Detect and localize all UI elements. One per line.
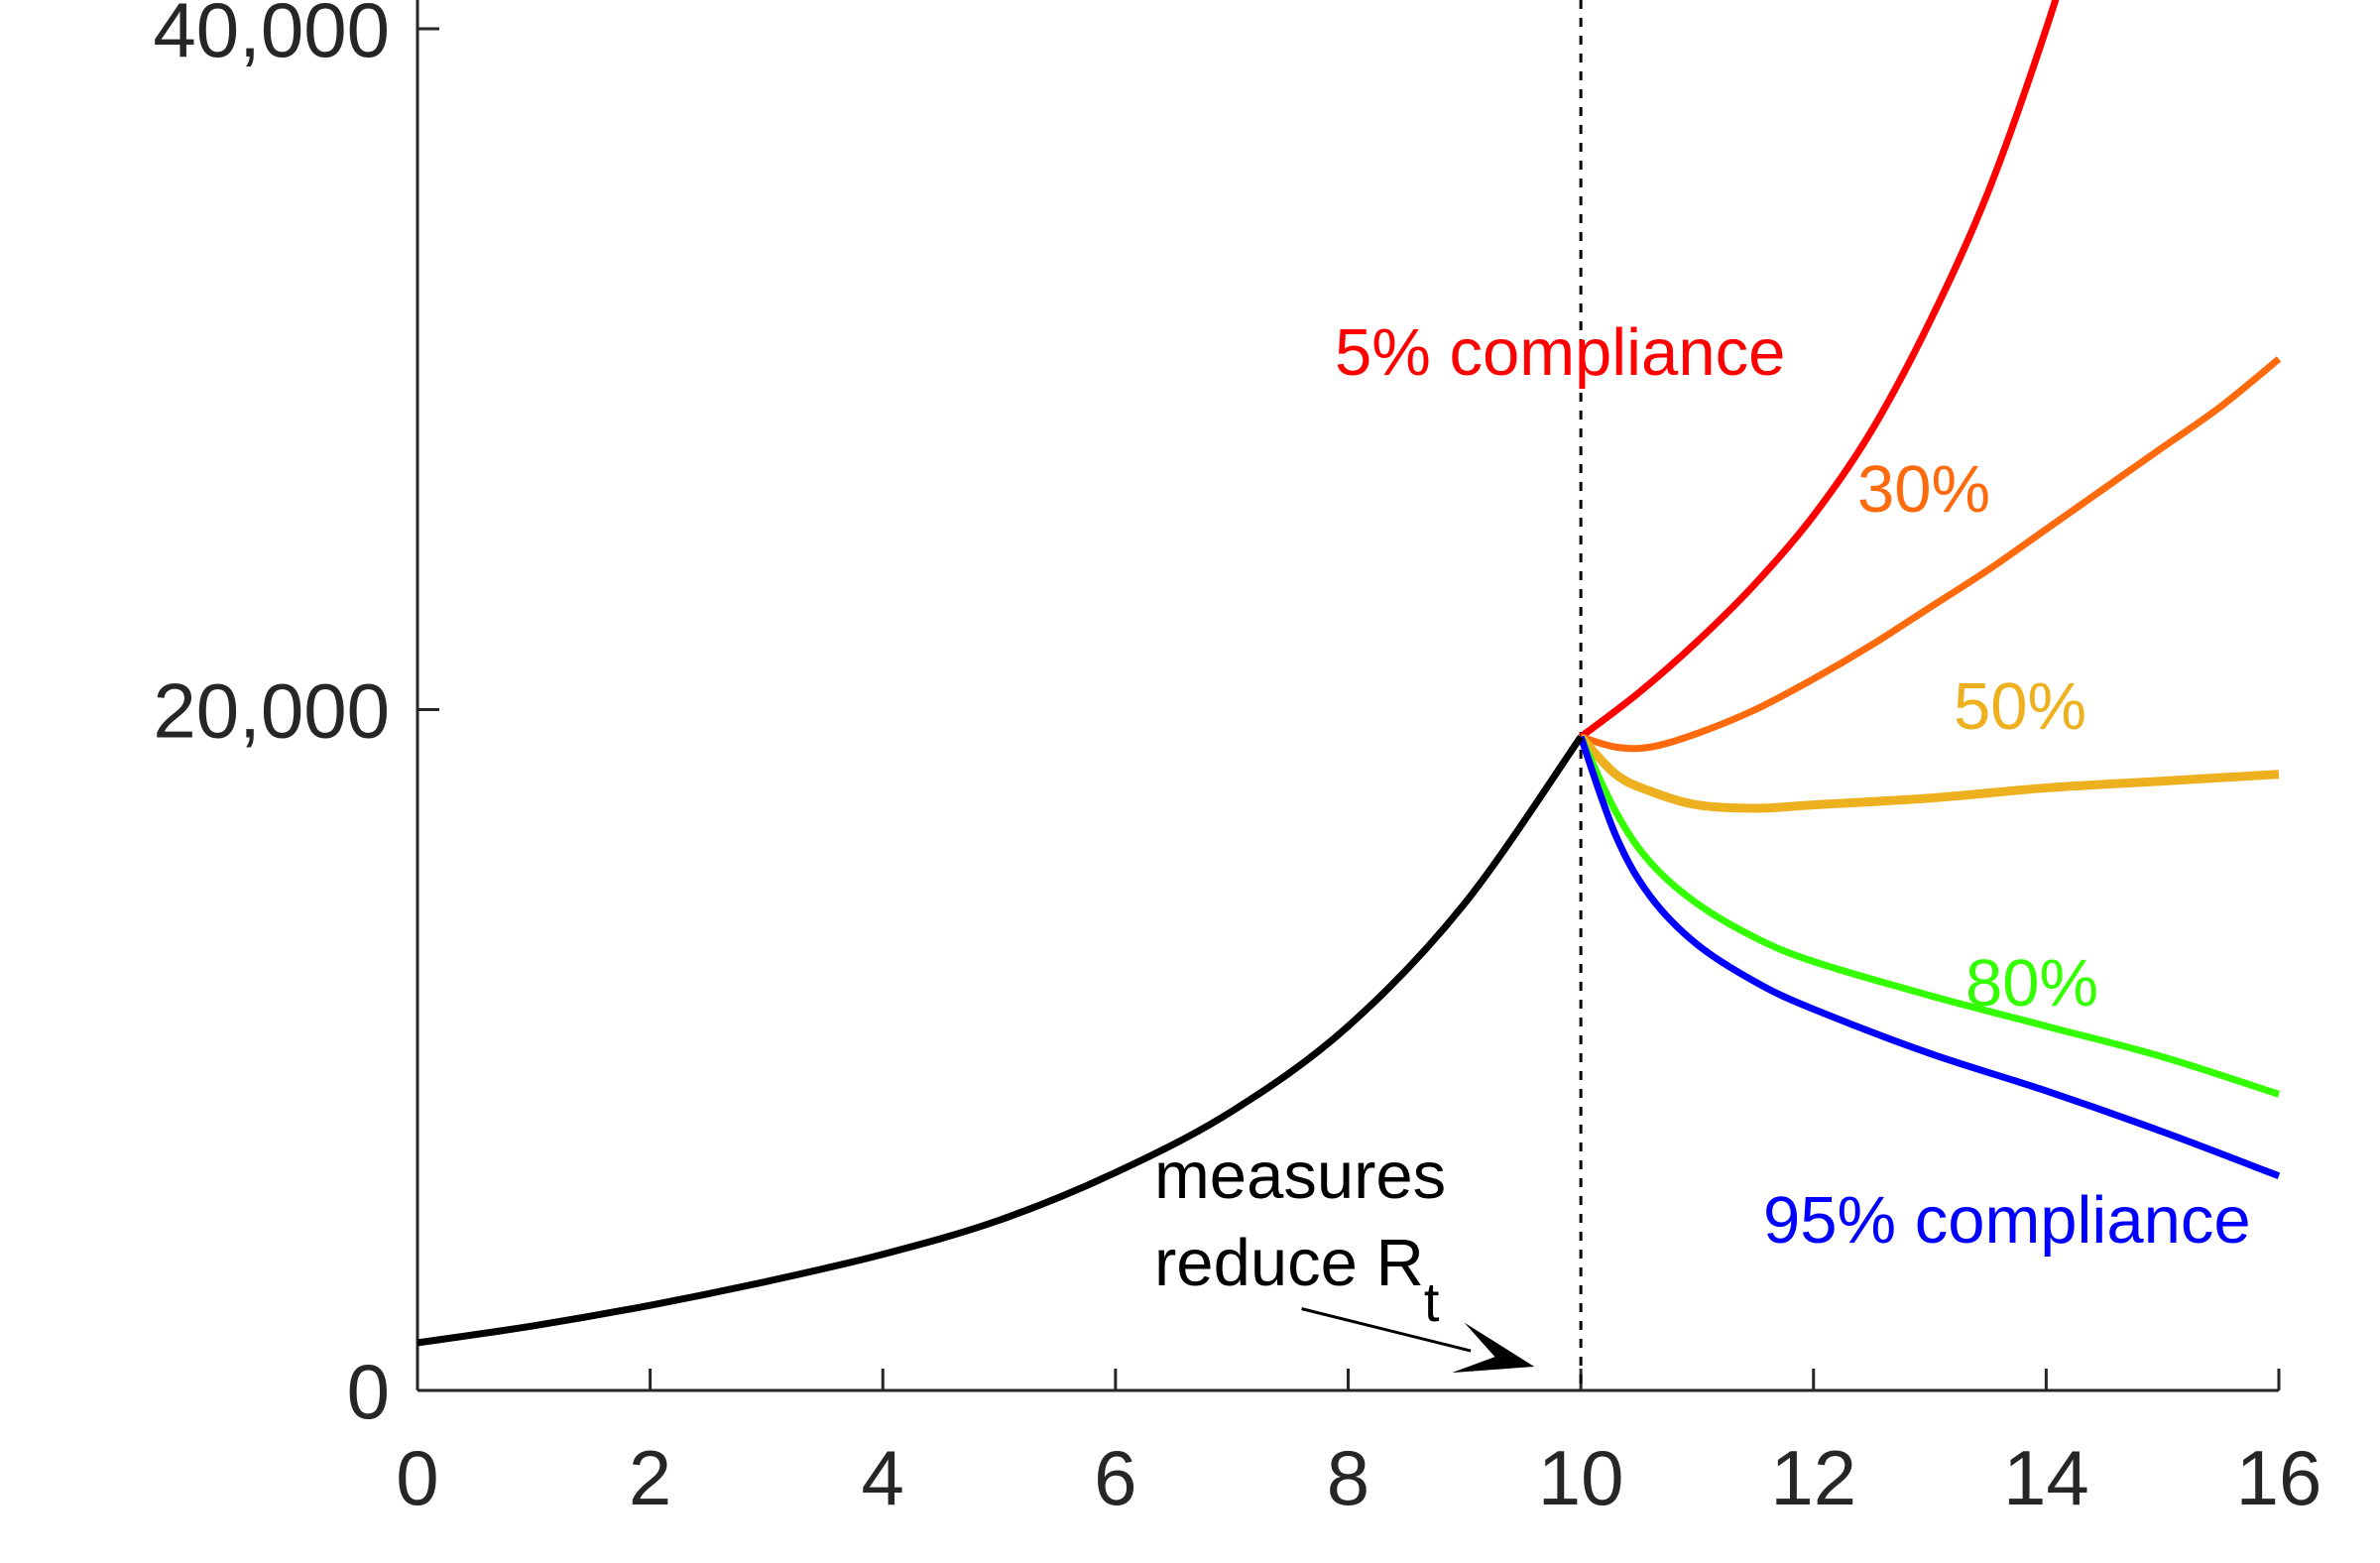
y-tick-label: 20,000 bbox=[153, 667, 390, 755]
series-label-2: 30% bbox=[1857, 452, 1990, 527]
y-tick-label: 40,000 bbox=[153, 0, 390, 73]
x-tick-label: 10 bbox=[1538, 1434, 1624, 1521]
series-line-5-compliance bbox=[1579, 0, 2060, 740]
annotation-arrow-head bbox=[1452, 1322, 1535, 1374]
axes: 0 2 4 6 8 10 12 14 16 0 20,000 40,000 bbox=[153, 0, 2321, 1521]
x-tick-label: 6 bbox=[1094, 1434, 1136, 1521]
annotation-arrow-shaft bbox=[1301, 1307, 1472, 1353]
series-label-3: 50% bbox=[1954, 669, 2086, 744]
series-label-4: 80% bbox=[1965, 946, 2098, 1021]
x-tick-label: 14 bbox=[2003, 1434, 2089, 1521]
x-tick-label: 8 bbox=[1327, 1434, 1369, 1521]
annotation-line-1: measures bbox=[1154, 1139, 1446, 1213]
annotation: measures reduce Rt bbox=[1154, 1139, 1535, 1374]
x-tick-label: 0 bbox=[396, 1434, 438, 1521]
series-line-30 bbox=[1580, 356, 2282, 753]
series-line-50 bbox=[1577, 733, 2280, 813]
x-tick-label: 4 bbox=[862, 1434, 904, 1521]
series-label-5: 95% compliance bbox=[1763, 1183, 2251, 1258]
annotation-line-2: reduce Rt bbox=[1154, 1226, 1440, 1333]
x-tick-label: 12 bbox=[1770, 1434, 1856, 1521]
series-label-1: 5% compliance bbox=[1335, 315, 1785, 390]
x-tick-label: 2 bbox=[629, 1434, 671, 1521]
series-line-95-compliance bbox=[1577, 735, 2281, 1180]
y-tick-label: 0 bbox=[347, 1348, 390, 1435]
series-line-80 bbox=[1577, 735, 2281, 1098]
series-labels: 5% compliance 30% 50% 80% 95% compliance bbox=[1335, 315, 2251, 1258]
series-lines bbox=[417, 0, 2282, 1347]
annotation-subscript: t bbox=[1424, 1270, 1440, 1333]
series-line-baseline bbox=[417, 734, 1585, 1347]
x-tick-label: 16 bbox=[2236, 1434, 2322, 1521]
annotation-main-text: reduce R bbox=[1154, 1226, 1424, 1300]
